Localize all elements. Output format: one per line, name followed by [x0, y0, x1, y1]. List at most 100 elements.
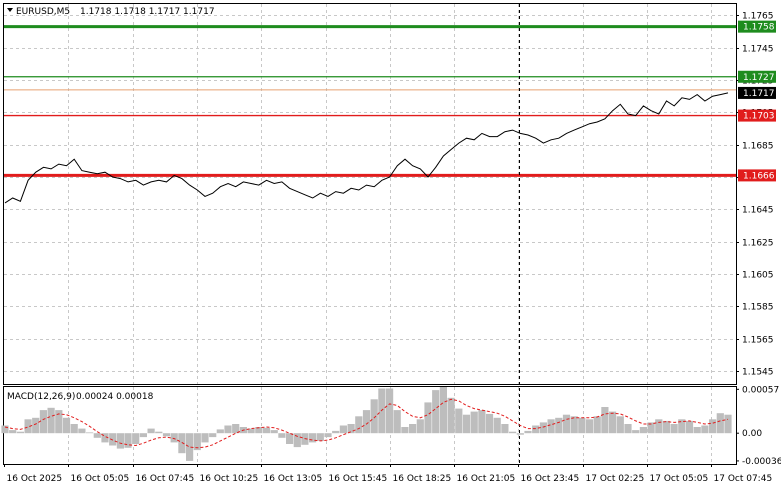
macd-bar [170, 433, 178, 443]
level-price-tag [738, 20, 776, 33]
price-line [4, 92, 729, 204]
macd-bar [124, 433, 132, 448]
macd-bar [585, 419, 594, 434]
macd-bar [424, 402, 432, 434]
macd-bar [616, 416, 624, 434]
macd-tick-label: 0.00 [742, 429, 762, 439]
macd-bar [109, 433, 117, 446]
macd-label: MACD(12,26,9) [7, 392, 75, 402]
macd-bar [516, 433, 524, 435]
level-price-tag [738, 70, 776, 83]
macd-bar [401, 427, 409, 434]
macd-bar [139, 433, 147, 438]
macd-bar [155, 431, 163, 434]
x-tick-label: 16 Oct 23:45 [521, 474, 580, 484]
macd-bar [639, 427, 647, 434]
macd-bar [32, 417, 40, 434]
macd-bar [655, 419, 663, 434]
macd-bar [386, 388, 394, 434]
macd-bar [178, 433, 186, 454]
x-tick-label: 16 Oct 07:45 [136, 474, 195, 484]
macd-bar [409, 424, 417, 434]
macd-bar [162, 433, 171, 437]
x-tick-label: 17 Oct 05:05 [650, 474, 709, 484]
y-tick-label: 1.1685 [742, 142, 774, 152]
y-tick-label: 1.1565 [742, 336, 774, 346]
macd-tick-label: -0.00036 [742, 457, 781, 467]
macd-bar [478, 410, 486, 434]
macd-bar [93, 433, 101, 438]
macd-bar [624, 424, 632, 434]
y-tick-label: 1.1545 [742, 368, 774, 378]
x-tick-label: 17 Oct 07:45 [714, 474, 773, 484]
y-tick-label: 1.1745 [742, 45, 774, 55]
x-tick-label: 16 Oct 18:25 [393, 474, 452, 484]
macd-bar [562, 414, 571, 434]
macd-bar [55, 410, 63, 434]
macd-bar [332, 430, 340, 434]
y-tick-label: 1.1625 [742, 239, 774, 249]
level-price-tag [738, 169, 776, 182]
level-price-tags: 1.1758 1.1727 1.1703 1.1666 1.1717 [738, 20, 776, 182]
macd-bar [116, 433, 124, 449]
macd-axis: 0.00057 0.00 -0.00036 [736, 385, 781, 467]
macd-bar [1, 425, 9, 434]
x-tick-label: 16 Oct 15:45 [329, 474, 388, 484]
ohlc-values: 1.1718 1.1718 1.1717 1.1717 [80, 7, 215, 17]
current-price-label: 1.1717 [743, 89, 775, 99]
macd-bar [39, 410, 47, 434]
macd-bar [247, 428, 255, 434]
x-tick-label: 16 Oct 05:05 [71, 474, 130, 484]
level-price-label: 1.1703 [743, 112, 775, 122]
symbol-dropdown-icon[interactable] [7, 8, 13, 12]
macd-bar [24, 419, 32, 434]
macd-values: 0.00024 0.00018 [76, 392, 154, 402]
macd-bar [186, 433, 194, 461]
macd-bar [355, 416, 363, 434]
macd-bar [462, 414, 471, 434]
macd-bar [455, 408, 463, 434]
macd-bar [9, 430, 17, 434]
macd-bar [309, 433, 317, 443]
level-price-tag [738, 109, 776, 122]
macd-bar [432, 390, 440, 434]
current-price-tag [738, 86, 776, 99]
macd-bar [201, 433, 209, 443]
macd-bar [632, 430, 640, 434]
macd-bar [378, 388, 386, 434]
macd-bar [293, 433, 301, 448]
macd-bar [209, 433, 217, 438]
macd-bar [685, 420, 694, 434]
macd-bar [670, 424, 678, 434]
macd-bar [232, 424, 240, 434]
macd-bar [470, 411, 478, 434]
macd-bar [16, 431, 24, 434]
level-price-label: 1.1727 [743, 73, 775, 83]
macd-bar [255, 427, 263, 434]
price-pane-frame [3, 3, 737, 385]
x-tick-label: 16 Oct 21:05 [457, 474, 516, 484]
macd-signal-line [4, 398, 729, 449]
macd-bar [147, 428, 155, 434]
macd-bar [362, 410, 371, 434]
macd-bar [47, 407, 55, 434]
macd-series [1, 387, 732, 461]
macd-bar [62, 417, 71, 434]
y-tick-label: 1.1765 [742, 12, 774, 22]
macd-bar [339, 425, 347, 434]
macd-bar [555, 417, 563, 434]
macd-bar [493, 417, 501, 434]
macd-bar [485, 413, 494, 434]
macd-bar [532, 425, 540, 434]
level-price-label: 1.1666 [743, 171, 775, 181]
macd-bar [193, 433, 201, 451]
macd-bar [416, 419, 424, 434]
macd-bar [447, 397, 455, 434]
macd-bar [509, 431, 517, 434]
y-tick-label: 1.1605 [742, 271, 774, 281]
macd-bar [709, 419, 717, 434]
macd-bar [370, 399, 378, 434]
x-tick-label: 16 Oct 2025 [7, 474, 63, 484]
macd-bar [693, 427, 701, 434]
